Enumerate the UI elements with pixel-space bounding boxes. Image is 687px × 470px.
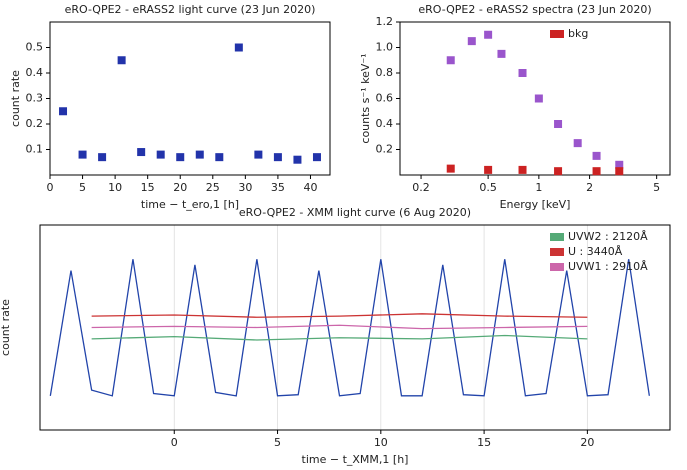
legend-swatch <box>550 263 564 271</box>
data-point <box>554 120 563 128</box>
legend-label: UVW2 : 2120Å <box>568 230 648 243</box>
data-point <box>156 150 165 159</box>
series-mark <box>91 313 588 318</box>
data-point <box>59 107 68 116</box>
data-point <box>592 151 601 160</box>
x-tick-label: 5 <box>79 181 86 194</box>
chart-title: eRO-QPE2 - eRASS2 light curve (23 Jun 20… <box>65 3 316 16</box>
data-point <box>234 43 243 52</box>
y-axis-label: counts s⁻¹ keV⁻¹ <box>359 53 372 143</box>
x-tick-label: 10 <box>374 436 388 449</box>
y-tick-label: 0.6 <box>376 92 394 105</box>
plot-frame <box>399 21 671 176</box>
y-tick-label: 0.3 <box>26 92 44 105</box>
data-point <box>215 153 224 162</box>
y-tick-label: 0.4 <box>26 66 44 79</box>
x-tick-label: 0.5 <box>479 181 497 194</box>
plot-frame <box>39 224 671 431</box>
x-tick-label: 2 <box>586 181 593 194</box>
x-tick-label: 5 <box>653 181 660 194</box>
y-tick-label: 0.1 <box>26 143 44 156</box>
data-point <box>312 153 321 162</box>
series-mark <box>446 164 455 173</box>
data-point <box>534 94 543 103</box>
x-tick-label: 20 <box>580 436 594 449</box>
data-point <box>467 37 476 46</box>
data-point <box>78 150 87 159</box>
x-axis-label: time − t_XMM,1 [h] <box>302 453 409 466</box>
plot-frame <box>49 21 331 176</box>
x-tick-label: 20 <box>173 181 187 194</box>
x-tick-label: 35 <box>271 181 285 194</box>
data-point <box>117 56 126 65</box>
series-mark <box>518 165 527 174</box>
series-mark <box>592 167 601 176</box>
y-axis-label: count rate <box>9 70 22 127</box>
data-point <box>137 148 146 157</box>
x-tick-label: 40 <box>303 181 317 194</box>
data-point <box>446 56 455 65</box>
data-point <box>497 49 506 58</box>
x-tick-label: 30 <box>238 181 252 194</box>
legend-label: UVW1 : 2910Å <box>568 260 648 273</box>
legend-swatch <box>550 30 564 38</box>
legend-label: bkg <box>568 27 588 40</box>
x-axis-label: Energy [keV] <box>500 198 571 211</box>
data-point <box>49 259 650 397</box>
x-tick-label: 1 <box>535 181 542 194</box>
x-tick-label: 10 <box>108 181 122 194</box>
x-tick-label: 15 <box>477 436 491 449</box>
data-point <box>273 153 282 162</box>
chart-title: eRO-QPE2 - eRASS2 spectra (23 Jun 2020) <box>418 3 651 16</box>
data-point <box>518 69 527 77</box>
y-tick-label: 0.2 <box>26 117 44 130</box>
data-point <box>176 153 185 162</box>
legend-swatch <box>550 233 564 241</box>
data-point <box>293 155 302 164</box>
series-mark <box>484 165 493 174</box>
series-mark <box>554 167 563 176</box>
x-axis-label: time − t_ero,1 [h] <box>141 198 239 211</box>
x-tick-label: 0 <box>47 181 54 194</box>
y-tick-label: 1.2 <box>376 15 394 28</box>
y-tick-label: 0.4 <box>376 117 394 130</box>
series-mark <box>615 167 624 176</box>
legend-swatch <box>550 248 564 256</box>
data-point <box>254 150 263 159</box>
data-point <box>98 153 107 162</box>
y-tick-label: 0.8 <box>376 66 394 79</box>
data-point <box>484 30 493 39</box>
legend-label: U : 3440Å <box>568 245 623 258</box>
y-axis-label: count rate <box>0 299 12 356</box>
x-tick-label: 0 <box>171 436 178 449</box>
x-tick-label: 0.2 <box>412 181 430 194</box>
x-tick-label: 5 <box>274 436 281 449</box>
x-tick-label: 25 <box>206 181 220 194</box>
series-mark <box>91 334 588 341</box>
data-point <box>615 160 624 169</box>
series-mark <box>91 324 588 330</box>
y-tick-label: 1.0 <box>376 41 394 54</box>
chart-title: eRO-QPE2 - XMM light curve (6 Aug 2020) <box>239 206 471 219</box>
data-point <box>573 139 582 148</box>
data-point <box>195 150 204 159</box>
y-tick-label: 0.5 <box>26 41 44 54</box>
x-tick-label: 15 <box>141 181 155 194</box>
y-tick-label: 0.2 <box>376 143 394 156</box>
